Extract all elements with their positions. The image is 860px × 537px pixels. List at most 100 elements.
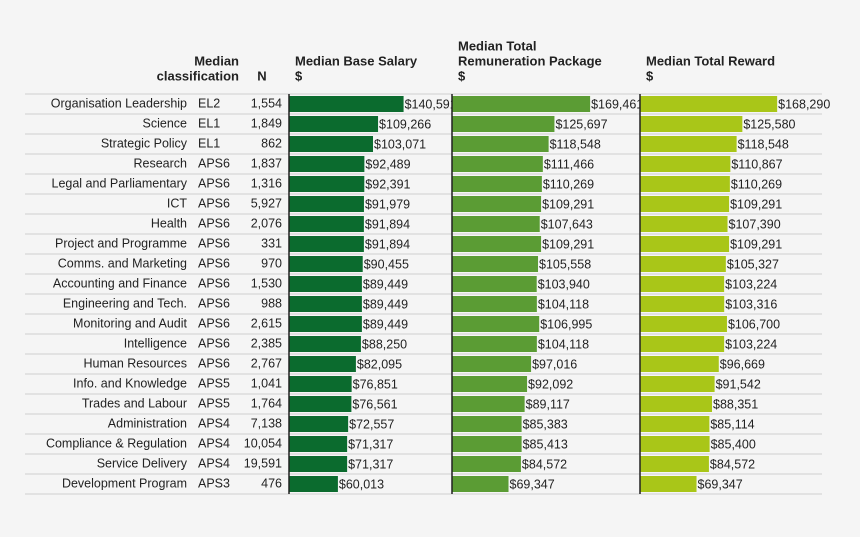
- row-label: Legal and Parliamentary: [52, 176, 188, 190]
- value-label: $109,291: [542, 237, 594, 251]
- value-label: $118,548: [738, 137, 789, 151]
- bar: [640, 156, 731, 172]
- value-label: $105,558: [539, 257, 591, 271]
- value-label: $84,572: [522, 457, 567, 471]
- value-label: $104,118: [538, 337, 589, 351]
- classification: APS6: [198, 356, 230, 370]
- bar: [640, 176, 730, 192]
- bar: [289, 316, 362, 332]
- count: 988: [261, 296, 282, 310]
- count: 2,615: [251, 316, 282, 330]
- row-label: Development Program: [62, 476, 187, 490]
- value-label: $85,114: [710, 417, 754, 431]
- bar: [289, 456, 348, 472]
- value-label: $91,894: [365, 237, 410, 251]
- bar: [640, 416, 710, 432]
- bar: [640, 96, 778, 112]
- bar: [640, 376, 715, 392]
- classification: APS6: [198, 336, 230, 350]
- value-label: $88,250: [362, 337, 407, 351]
- bar: [640, 236, 730, 252]
- value-label: $60,013: [339, 477, 384, 491]
- bar: [640, 336, 725, 352]
- value-label: $69,347: [510, 477, 555, 491]
- bar: [289, 336, 361, 352]
- bar: [289, 396, 352, 412]
- value-label: $91,979: [365, 197, 410, 211]
- bar: [640, 276, 725, 292]
- row-label: Accounting and Finance: [53, 276, 187, 290]
- value-label: $109,291: [730, 237, 782, 251]
- bar: [452, 396, 525, 412]
- bar: [640, 396, 713, 412]
- classification: APS6: [198, 276, 230, 290]
- count: 1,316: [251, 176, 282, 190]
- value-label: $104,118: [538, 297, 589, 311]
- value-label: $82,095: [357, 357, 402, 371]
- row-label: Project and Programme: [55, 236, 187, 250]
- value-label: $109,266: [379, 117, 431, 131]
- row-label: Trades and Labour: [82, 396, 187, 410]
- row-label: Compliance & Regulation: [46, 436, 187, 450]
- value-label: $125,697: [555, 117, 607, 131]
- bar: [640, 116, 743, 132]
- bar: [452, 136, 549, 152]
- bar: [640, 476, 697, 492]
- count: 476: [261, 476, 282, 490]
- row-label: Organisation Leadership: [51, 96, 187, 110]
- bar: [452, 216, 540, 232]
- classification: APS6: [198, 316, 230, 330]
- bar: [640, 136, 737, 152]
- bar: [289, 116, 379, 132]
- bar: [452, 436, 522, 452]
- value-label: $91,542: [716, 377, 761, 391]
- bar: [289, 136, 374, 152]
- value-label: $107,643: [541, 217, 593, 231]
- value-label: $84,572: [710, 457, 755, 471]
- bar: [289, 176, 365, 192]
- classification: APS3: [198, 476, 230, 490]
- bar: [452, 356, 532, 372]
- bar: [289, 256, 363, 272]
- value-label: $85,413: [523, 437, 568, 451]
- bar: [289, 236, 364, 252]
- bar: [640, 456, 709, 472]
- classification: APS4: [198, 456, 230, 470]
- value-label: $89,117: [526, 397, 570, 411]
- value-label: $90,455: [364, 257, 409, 271]
- classification: EL1: [198, 136, 220, 150]
- value-label: $103,224: [725, 337, 777, 351]
- row-label: Info. and Knowledge: [73, 376, 187, 390]
- classification: APS6: [198, 296, 230, 310]
- count: 331: [261, 236, 282, 250]
- value-label: $103,316: [725, 297, 777, 311]
- bar: [452, 416, 522, 432]
- column-header: $: [458, 68, 466, 83]
- value-label: $89,449: [363, 297, 408, 311]
- value-label: $92,489: [365, 157, 410, 171]
- bar: [289, 196, 364, 212]
- count: 1,837: [251, 156, 282, 170]
- column-header: Remuneration Package: [458, 53, 602, 68]
- classification: APS6: [198, 196, 230, 210]
- row-label: Administration: [108, 416, 187, 430]
- bar: [289, 216, 364, 232]
- value-label: $110,269: [731, 177, 782, 191]
- bar: [289, 436, 348, 452]
- bar: [289, 296, 362, 312]
- count: 2,385: [251, 336, 282, 350]
- value-label: $89,449: [363, 277, 408, 291]
- bar: [452, 476, 509, 492]
- bar: [452, 296, 537, 312]
- value-label: $125,580: [743, 117, 795, 131]
- count: 1,041: [251, 376, 282, 390]
- bar: [640, 436, 710, 452]
- count: 1,764: [251, 396, 282, 410]
- value-label: $105,327: [727, 257, 779, 271]
- value-label: $85,383: [523, 417, 568, 431]
- column-header: Median Total Reward: [646, 53, 775, 68]
- bar: [640, 216, 728, 232]
- classification: EL2: [198, 96, 220, 110]
- value-label: $96,669: [720, 357, 765, 371]
- bar: [640, 316, 727, 332]
